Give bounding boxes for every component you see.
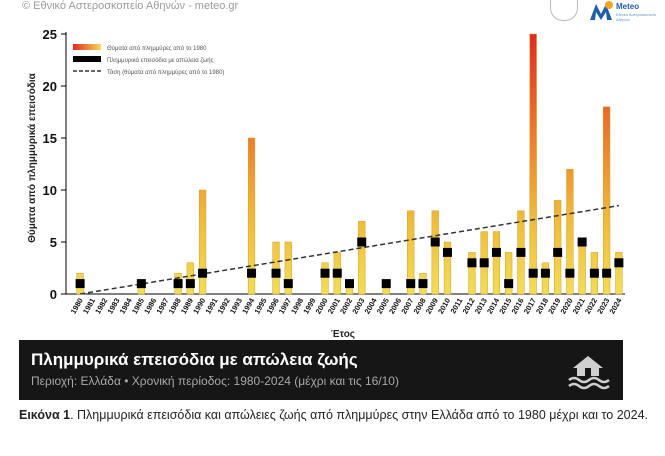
bar-victims: [358, 220, 366, 295]
marker-episodes: [247, 268, 257, 278]
x-axis-title: Έτος: [331, 329, 355, 340]
x-tick-label: 2010: [436, 297, 452, 316]
flooded-house-icon: [568, 356, 610, 390]
marker-episodes: [345, 279, 354, 289]
y-tick-label: 5: [50, 235, 57, 250]
marker-episodes: [540, 268, 550, 278]
bar-victims: [554, 200, 562, 295]
y-axis-title: Θύματα από πλημμυρικά επεισόδια: [27, 72, 38, 243]
marker-episodes: [75, 279, 85, 289]
legend-label-trend: Τάση (θύματα από πλημμύρες από το 1980): [107, 69, 224, 76]
meteo-logo-subtext: Εθνικό Αστεροσκοπείο Αθηνών: [616, 12, 657, 22]
observatory-seal-logo: [550, 0, 578, 21]
figure-caption: Εικόνα 1. Πλημμυρικά επεισόδια και απώλε…: [19, 407, 659, 424]
bar-victims: [529, 33, 537, 295]
banner-subtitle: Περιοχή: Ελλάδα • Χρονική περίοδος: 1980…: [31, 374, 399, 388]
marker-episodes: [491, 247, 501, 257]
bar-victims: [541, 262, 550, 295]
meteo-logo: Meteo Εθνικό Αστεροσκοπείο Αθηνών: [588, 0, 658, 22]
marker-episodes: [136, 279, 146, 289]
meteo-logo-icon: [590, 1, 613, 20]
bar-victims: [431, 210, 439, 295]
marker-episodes: [320, 268, 330, 278]
y-tick-label: 0: [50, 287, 57, 302]
bar-victims: [468, 252, 476, 295]
bar-victims: [505, 252, 513, 295]
marker-episodes: [565, 268, 575, 278]
marker-episodes: [185, 279, 195, 289]
marker-episodes: [467, 258, 477, 268]
bar-victims: [186, 262, 194, 295]
y-tick-label: 20: [43, 79, 57, 94]
y-tick-label: 10: [43, 183, 57, 198]
marker-episodes: [198, 268, 208, 278]
marker-episodes: [442, 247, 452, 257]
marker-episodes: [479, 258, 489, 268]
chart-legend: Θύματα από πλημμύρες από το 1980 Πλημμυρ…: [73, 44, 224, 76]
bar-victims: [492, 231, 501, 295]
bar-victims: [566, 168, 574, 295]
y-tick-label: 15: [43, 131, 57, 146]
meteo-logo-text: Meteo: [616, 2, 640, 11]
marker-episodes: [283, 279, 293, 289]
marker-episodes: [516, 247, 526, 257]
bar-victims: [198, 189, 207, 295]
marker-episodes: [577, 237, 587, 247]
legend-label-victims: Θύματα από πλημμύρες από το 1980: [107, 45, 207, 52]
marker-episodes: [553, 247, 563, 257]
legend-swatch-episodes: [73, 56, 101, 62]
marker-episodes: [173, 279, 183, 289]
bar-victims: [407, 210, 415, 295]
header-credit: © Εθνικό Αστεροσκοπείο Αθηνών - meteo.gr: [22, 0, 239, 12]
marker-episodes: [271, 268, 281, 278]
chart-banner: Πλημμυρικά επεισόδια με απώλεια ζωής Περ…: [19, 340, 623, 400]
bar-victims: [443, 241, 452, 295]
caption-text: . Πλημμυρικά επεισόδια και απώλειες ζωής…: [70, 408, 648, 422]
banner-title: Πλημμυρικά επεισόδια με απώλεια ζωής: [31, 350, 358, 369]
marker-episodes: [602, 268, 612, 278]
bar-victims: [578, 241, 586, 295]
marker-episodes: [528, 268, 538, 278]
caption-label: Εικόνα 1: [19, 408, 71, 422]
bar-victims: [272, 241, 280, 295]
legend-swatch-victims: [73, 44, 101, 50]
legend-label-episodes: Πλημμυρικά επεισόδια με απώλεια ζωής: [107, 57, 214, 64]
bar-victims: [284, 241, 292, 295]
y-tick-label: 25: [43, 27, 57, 42]
bar-victims: [603, 106, 611, 295]
marker-episodes: [406, 279, 416, 289]
bar-victims: [247, 137, 256, 295]
marker-episodes: [614, 258, 624, 268]
flood-chart: Θύματα από πλημμυρικά επεισόδια Έτος 0 5 1…: [27, 27, 625, 340]
bar-victims: [321, 262, 329, 295]
marker-episodes: [589, 268, 599, 278]
marker-episodes: [418, 279, 428, 289]
marker-episodes: [357, 237, 367, 247]
marker-episodes: [332, 268, 342, 278]
marker-episodes: [381, 279, 391, 289]
bar-victims: [615, 252, 623, 295]
x-tick-label: 2024: [607, 296, 624, 316]
marker-episodes: [430, 237, 440, 247]
marker-episodes: [504, 279, 514, 289]
trend-line: [80, 204, 619, 295]
